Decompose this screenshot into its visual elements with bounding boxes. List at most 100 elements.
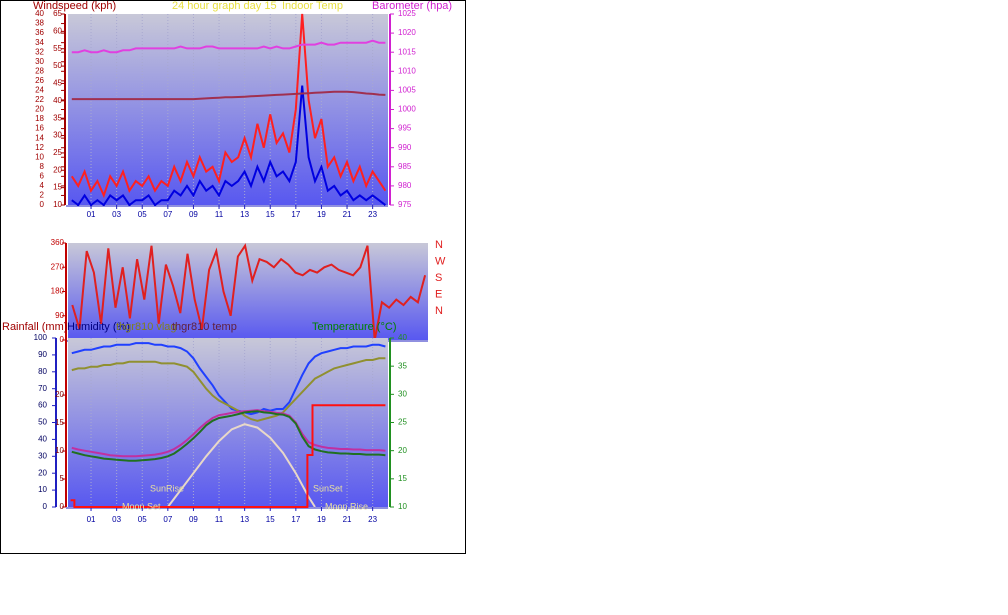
y-tick-label: 32 (35, 47, 44, 56)
y-tick-label: 100 (34, 333, 48, 342)
y-tick-label: 55 (53, 44, 62, 53)
y-tick-label: 26 (35, 76, 44, 85)
y-tick-label: 20 (55, 390, 64, 399)
y-tick-label: 0 (60, 335, 65, 344)
x-tick-label: 13 (240, 210, 249, 219)
y-tick-label: 30 (398, 389, 407, 398)
series-line (71, 39, 386, 54)
x-tick-label: 19 (317, 210, 326, 219)
y-tick-label: 4 (40, 181, 45, 190)
series-line (71, 357, 386, 422)
y-tick-label: 15 (53, 183, 62, 192)
y-tick-label: 60 (53, 26, 62, 35)
y-tick-label: 20 (38, 468, 47, 477)
y-tick-label: 1010 (398, 66, 416, 75)
x-tick-label: 01 (87, 515, 96, 524)
x-tick-label: 15 (266, 210, 275, 219)
y-tick-label: 40 (35, 9, 44, 18)
axis-title: 24 hour graph day 15 (172, 0, 277, 12)
y-tick-label: 20 (398, 446, 407, 455)
x-tick-label: 17 (291, 515, 300, 524)
x-tick-label: 15 (266, 515, 275, 524)
y-tick-label: 1020 (398, 28, 416, 37)
x-tick-label: 07 (163, 210, 172, 219)
direction-label: E (435, 288, 442, 300)
annotation: SunSet (313, 483, 343, 493)
y-tick-label: 14 (35, 133, 44, 142)
y-tick-label: 30 (53, 131, 62, 140)
y-tick-label: 6 (40, 171, 45, 180)
y-tick-label: 65 (53, 9, 62, 18)
y-tick-label: 40 (53, 96, 62, 105)
y-tick-label: 12 (35, 143, 44, 152)
y-tick-label: 10 (35, 152, 44, 161)
y-tick-label: 25 (53, 148, 62, 157)
y-tick-label: 990 (398, 143, 412, 152)
x-tick-label: 09 (189, 210, 198, 219)
y-tick-label: 15 (55, 418, 64, 427)
x-tick-label: 11 (215, 515, 224, 524)
x-tick-label: 23 (368, 515, 377, 524)
y-tick-label: 0 (43, 502, 48, 511)
annotation: Moon Set (122, 501, 161, 511)
y-tick-label: 38 (35, 19, 44, 28)
y-tick-label: 0 (40, 200, 45, 209)
y-tick-label: 180 (51, 287, 65, 296)
direction-label: N (435, 239, 443, 251)
direction-label: S (435, 272, 442, 284)
y-tick-label: 80 (38, 367, 47, 376)
y-tick-label: 60 (38, 401, 47, 410)
x-tick-label: 21 (343, 515, 352, 524)
y-tick-label: 36 (35, 28, 44, 37)
series-line (71, 243, 427, 341)
axis-title: Temperature (°C) (312, 321, 396, 333)
y-tick-label: 70 (38, 384, 47, 393)
y-tick-label: 10 (38, 485, 47, 494)
y-tick-label: 20 (53, 165, 62, 174)
y-tick-label: 30 (35, 57, 44, 66)
y-tick-label: 20 (35, 105, 44, 114)
y-tick-label: 995 (398, 124, 412, 133)
y-tick-label: 22 (35, 95, 44, 104)
x-tick-label: 09 (189, 515, 198, 524)
x-tick-label: 01 (87, 210, 96, 219)
y-tick-label: 360 (51, 238, 65, 247)
y-tick-label: 40 (38, 435, 47, 444)
annotation: SunRise (150, 483, 184, 493)
axis-title: Rainfall (mm) (2, 321, 67, 333)
y-tick-label: 50 (38, 418, 47, 427)
y-tick-label: 10 (398, 502, 407, 511)
series-line (70, 13, 387, 199)
plot-area (68, 338, 388, 507)
legend-label: thgr810 temp (172, 321, 237, 333)
y-tick-label: 45 (53, 79, 62, 88)
y-tick-label: 2 (40, 191, 45, 200)
y-tick-label: 1005 (398, 86, 416, 95)
series-line (71, 410, 386, 462)
y-tick-label: 1025 (398, 9, 416, 18)
y-tick-label: 28 (35, 66, 44, 75)
series-line (70, 404, 386, 508)
legend-label: thgr810 vlag (116, 321, 177, 333)
y-tick-label: 25 (398, 418, 407, 427)
direction-label: W (435, 255, 446, 267)
y-tick-label: 40 (398, 333, 407, 342)
y-tick-label: 10 (55, 446, 64, 455)
x-tick-label: 13 (240, 515, 249, 524)
y-tick-label: 50 (53, 61, 62, 70)
x-tick-label: 17 (291, 210, 300, 219)
series-line (71, 409, 386, 458)
series-line (167, 423, 316, 508)
axis-title: Humidity (%) (67, 321, 130, 333)
y-tick-label: 0 (60, 502, 65, 511)
y-tick-label: 34 (35, 38, 44, 47)
y-tick-label: 8 (40, 162, 45, 171)
x-tick-label: 03 (112, 515, 121, 524)
annotation: Moon Rise (325, 501, 368, 511)
x-tick-label: 11 (215, 210, 224, 219)
x-tick-label: 07 (163, 515, 172, 524)
x-tick-label: 21 (343, 210, 352, 219)
y-tick-label: 30 (38, 451, 47, 460)
y-tick-label: 35 (53, 113, 62, 122)
y-tick-label: 18 (35, 114, 44, 123)
